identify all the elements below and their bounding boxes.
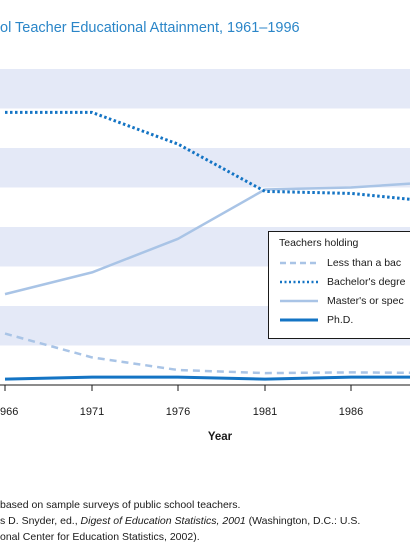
line-chart: 966 1971 1976 1981 1986 Year [0,69,410,443]
series-line-solid [4,182,410,296]
legend-item-less-than-bachelors: Less than a bac [279,253,410,272]
x-tick-label: 1986 [339,406,363,418]
legend-label: Bachelor's degre [327,275,406,288]
series-line-dashed [4,332,410,375]
background-band [0,187,410,227]
legend-item-phd: Ph.D. [279,310,410,329]
notes: based on sample surveys of public school… [0,497,410,545]
legend-swatch-solid [280,299,318,302]
legend: Teachers holding Less than a bac Bachelo… [268,231,410,339]
note-line-1: based on sample surveys of public school… [0,499,241,511]
note-line-2: s D. Snyder, ed., Digest of Education St… [0,513,410,529]
note-line-2-suffix: (Washington, D.C.: U.S. [245,515,361,527]
note-line-2-prefix: s D. Snyder, ed., [0,515,81,527]
background-band [0,148,410,188]
background-band [0,69,410,109]
legend-swatch-dashed [280,261,318,264]
series-line-solid-thick [4,375,410,381]
legend-label: Master's or spec [327,294,404,307]
legend-item-masters: Master's or spec [279,291,410,310]
chart-title: ol Teacher Educational Attainment, 1961–… [0,20,300,36]
legend-swatch-dotted [280,280,318,283]
series-lines [4,110,410,381]
legend-item-bachelors: Bachelor's degre [279,272,410,291]
note-line-3: onal Center for Education Statistics, 20… [0,531,200,543]
x-axis-label: Year [208,431,233,443]
x-tick-label: 1981 [253,406,277,418]
x-axis: 966 1971 1976 1981 1986 [0,384,410,418]
x-tick-label: 966 [0,406,18,418]
legend-label: Less than a bac [327,256,402,269]
legend-label: Ph.D. [327,313,354,326]
legend-title: Teachers holding [279,237,359,249]
series-line-dotted [5,110,410,201]
x-tick-label: 1976 [166,406,190,418]
legend-swatch-solid-thick [280,318,318,321]
x-tick-label: 1971 [80,406,104,418]
background-band [0,108,410,148]
source-publication-title: Digest of Education Statistics, 2001 [80,515,246,527]
